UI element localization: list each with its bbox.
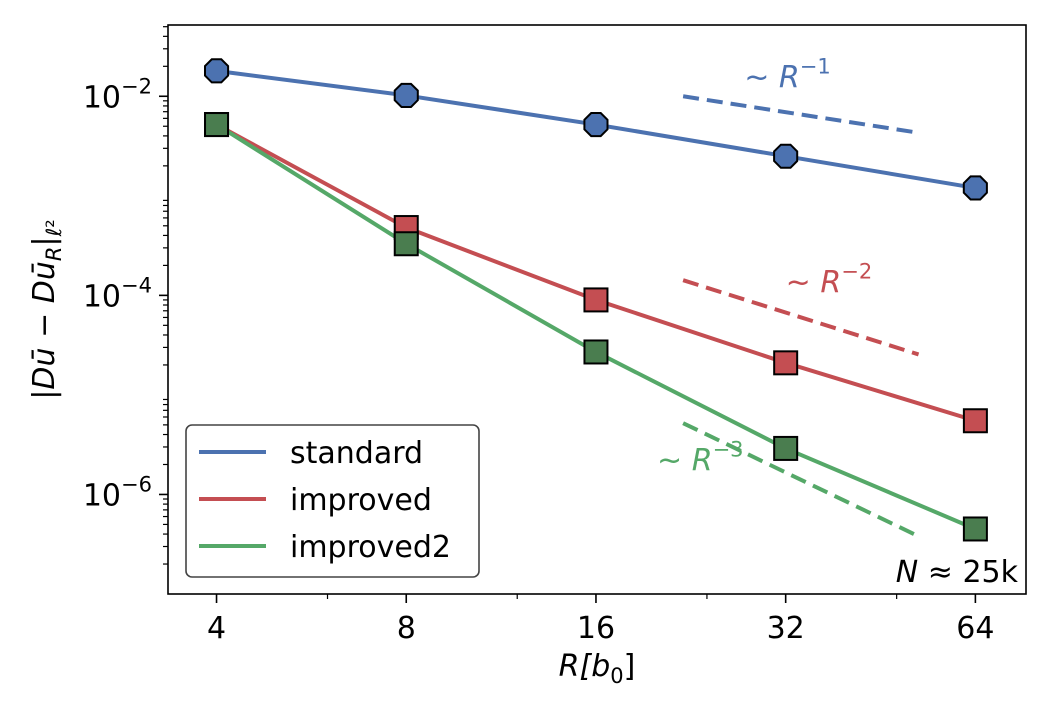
data-point-improved2 bbox=[962, 516, 988, 542]
data-point-standard bbox=[393, 82, 419, 108]
x-tick-label: 4 bbox=[207, 611, 226, 646]
plot-layer: 4 8 16 32 64 10−2 10−4 10−6 R[b0] |Dū − DūR|ℓ² ~ R… bbox=[27, 24, 1027, 688]
data-point-standard bbox=[773, 143, 799, 169]
x-axis-label: R[b0] bbox=[559, 649, 636, 688]
y-axis-label: |Dū − DūR|ℓ² bbox=[27, 219, 66, 399]
data-point-improved bbox=[583, 287, 609, 313]
x-tick-label: 16 bbox=[577, 611, 615, 646]
data-point-improved2 bbox=[773, 435, 799, 461]
y-tick-label: 10−6 bbox=[83, 472, 152, 513]
data-point-standard bbox=[204, 58, 230, 84]
data-point-standard bbox=[962, 175, 988, 201]
data-point-improved bbox=[962, 408, 988, 434]
reference-line-label: ~ R−3 bbox=[657, 437, 744, 478]
reference-line-label: ~ R−2 bbox=[786, 259, 873, 300]
reference-line-1 bbox=[682, 94, 919, 135]
legend-box bbox=[185, 424, 480, 578]
plot-frame bbox=[167, 24, 1027, 595]
legend: standard improved improved2 bbox=[185, 424, 480, 578]
sample-size-annotation: N ≈ 25k bbox=[896, 555, 1019, 590]
legend-label-improved2: improved2 bbox=[290, 530, 451, 565]
x-tick-label: 8 bbox=[397, 611, 416, 646]
data-point-improved2 bbox=[204, 112, 230, 138]
reference-line-3 bbox=[682, 421, 920, 539]
legend-label-improved: improved bbox=[290, 483, 432, 518]
y-tick-label: 10−4 bbox=[83, 273, 152, 314]
reference-line-label: ~ R−1 bbox=[744, 55, 831, 96]
data-point-improved2 bbox=[583, 339, 609, 365]
x-tick-label: 32 bbox=[767, 611, 805, 646]
data-point-standard bbox=[583, 112, 609, 138]
y-tick-label: 10−2 bbox=[83, 74, 152, 115]
x-tick-label: 64 bbox=[956, 611, 994, 646]
legend-label-standard: standard bbox=[290, 436, 423, 471]
data-point-improved bbox=[773, 350, 799, 376]
data-point-improved2 bbox=[393, 231, 419, 257]
reference-line-2 bbox=[682, 278, 920, 357]
